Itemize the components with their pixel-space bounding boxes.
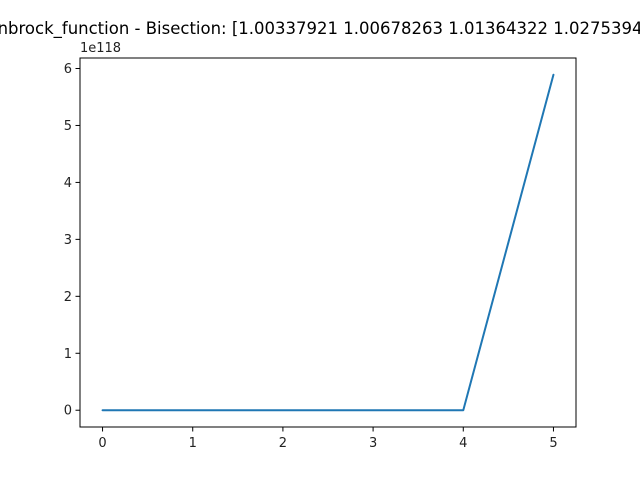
x-axis: 0 1 2 3 4 5	[98, 427, 558, 451]
y-tick-label: 4	[64, 176, 72, 191]
y-axis: 0 1 2 3 4 5 6	[64, 62, 80, 419]
y-tick-label: 1	[64, 347, 72, 362]
chart-title: nbrock_function - Bisection: [1.00337921…	[0, 19, 640, 39]
series-line	[101, 73, 555, 412]
x-tick-label: 0	[98, 436, 106, 451]
y-tick-label: 2	[64, 290, 72, 305]
x-tick-label: 4	[459, 436, 467, 451]
plot-area	[79, 57, 577, 428]
y-tick-label: 0	[64, 404, 72, 419]
x-tick-label: 1	[189, 436, 197, 451]
y-tick-label: 3	[64, 233, 72, 248]
axes-frame	[79, 57, 577, 428]
x-tick-label: 5	[549, 436, 557, 451]
y-tick-label: 6	[64, 62, 72, 77]
y-axis-offset-label: 1e118	[80, 41, 121, 56]
x-tick-label: 3	[369, 436, 377, 451]
y-tick-label: 5	[64, 119, 72, 134]
x-tick-label: 2	[279, 436, 287, 451]
